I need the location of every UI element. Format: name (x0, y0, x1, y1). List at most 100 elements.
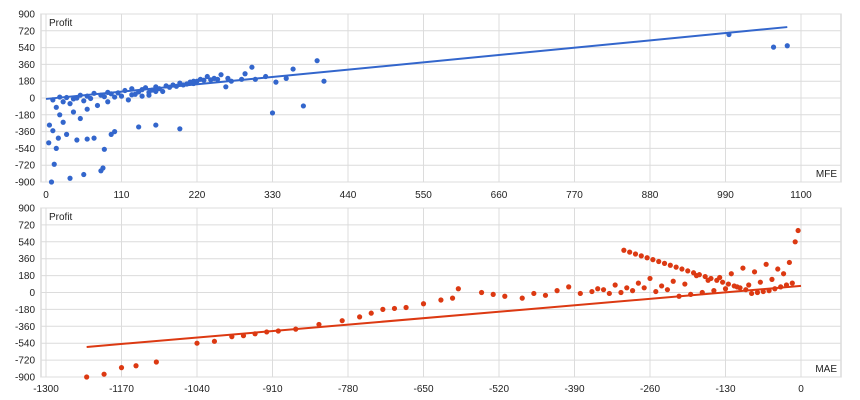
mfe-data-point (53, 104, 59, 110)
mfe-data-point (108, 131, 114, 137)
mfe-data-point (77, 115, 83, 122)
mae-data-point (731, 283, 737, 289)
mae-x-tick-label: -520 (489, 384, 509, 395)
mae-data-point (455, 286, 461, 292)
mfe-data-point (223, 84, 229, 90)
mae-data-point (690, 270, 697, 276)
mfe-data-point (784, 43, 790, 49)
mae-data-point (612, 282, 618, 288)
mae-data-point (763, 261, 769, 267)
mae-data-point (711, 288, 717, 294)
mfe-data-point (74, 137, 80, 143)
mfe-y-tick-label: -900 (15, 178, 35, 189)
mfe-data-point (81, 98, 87, 104)
mfe-data-point (139, 93, 145, 99)
mfe-data-point (112, 129, 118, 135)
mae-y-axis-label: Profit (49, 212, 73, 223)
mfe-data-point (242, 71, 248, 77)
mfe-y-tick-label: 360 (18, 60, 35, 71)
mfe-data-point (91, 135, 97, 141)
mfe-x-tick-label: 440 (340, 190, 357, 201)
mae-data-point (133, 363, 139, 369)
mae-data-point (728, 271, 734, 277)
mfe-data-point (146, 92, 152, 98)
mae-data-point (403, 304, 409, 311)
mae-data-point (478, 289, 485, 296)
mae-data-point (685, 268, 691, 274)
mae-data-point (647, 275, 653, 282)
mae-x-tick-label: 0 (798, 384, 804, 395)
mae-data-point (589, 288, 595, 295)
mfe-data-point (160, 88, 166, 95)
mfe-x-tick-label: 1100 (790, 190, 812, 201)
mae-data-point (380, 306, 386, 312)
mfe-data-point (84, 136, 90, 142)
mfe-data-point (218, 72, 224, 78)
mfe-data-point (60, 119, 66, 125)
mfe-y-tick-label: 540 (18, 43, 35, 54)
mae-scatter-panel: 9007205403601800-180-360-540-720-900-130… (15, 204, 842, 395)
mae-data-point (708, 275, 714, 282)
mae-data-point (737, 285, 743, 291)
mfe-data-point (118, 93, 125, 99)
mae-data-point (627, 249, 633, 255)
mae-data-point (490, 291, 496, 297)
mfe-data-point (204, 73, 210, 80)
mae-x-tick-label: -780 (338, 384, 358, 395)
mfe-x-tick-label: 110 (114, 190, 130, 201)
mae-data-point (118, 365, 125, 371)
mfe-data-point (46, 122, 53, 128)
mae-data-point (673, 264, 679, 270)
mfe-data-point (67, 101, 73, 107)
mae-data-point (702, 273, 708, 280)
mae-data-point (670, 278, 676, 284)
mfe-x-tick-label: 220 (189, 190, 206, 201)
mfe-data-point (321, 78, 327, 84)
mae-data-point (719, 279, 726, 285)
mfe-data-point (60, 99, 66, 105)
mfe-data-point (101, 94, 107, 100)
mfe-data-point (129, 92, 135, 98)
mae-data-point (542, 292, 549, 298)
mfe-data-point (81, 171, 87, 178)
mfe-x-axis-label: MFE (816, 169, 837, 180)
mfe-data-point (67, 175, 73, 181)
mae-data-point (638, 253, 644, 259)
mae-data-point (368, 310, 374, 316)
mfe-data-point (153, 88, 159, 95)
mae-data-point (664, 287, 671, 293)
mfe-data-point (177, 126, 183, 132)
mfe-data-point (153, 122, 159, 128)
mfe-data-point (53, 145, 59, 151)
mae-data-point (653, 288, 659, 295)
mfe-data-point (50, 128, 56, 134)
mfe-y-tick-label: -720 (15, 161, 35, 172)
mae-data-point (714, 277, 720, 283)
mae-x-tick-label: -130 (715, 384, 735, 395)
mae-data-point (101, 371, 107, 377)
mae-data-point (795, 227, 801, 234)
mae-data-point (566, 284, 572, 290)
mae-data-point (316, 321, 322, 328)
mae-x-tick-label: -1300 (33, 384, 59, 395)
mae-data-point (595, 286, 601, 292)
mae-data-point (679, 266, 685, 272)
mae-x-axis-label: MAE (815, 364, 837, 375)
mae-y-tick-label: -900 (15, 373, 35, 384)
mfe-x-tick-label: 330 (264, 190, 281, 201)
mfe-data-point (208, 77, 214, 83)
mae-data-point (420, 301, 427, 307)
mfe-data-point (249, 64, 255, 70)
mfe-data-point (51, 161, 57, 167)
mae-data-point (751, 269, 758, 275)
mfe-data-point (300, 103, 306, 109)
mae-y-tick-label: 360 (18, 254, 35, 265)
mae-x-tick-label: -1170 (109, 384, 134, 395)
mae-data-point (754, 289, 761, 296)
mfe-data-point (105, 99, 111, 105)
mae-y-tick-label: -180 (15, 305, 35, 316)
mae-data-point (629, 288, 636, 294)
mae-data-point (577, 290, 583, 297)
mae-data-point (635, 280, 641, 286)
